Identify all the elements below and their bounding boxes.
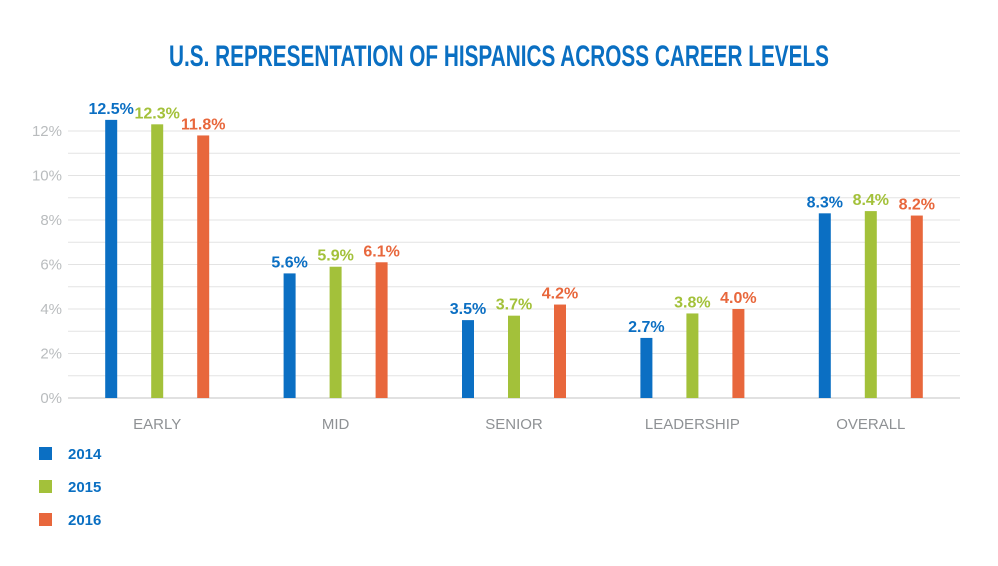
legend-swatch <box>39 513 52 526</box>
bar <box>151 124 164 398</box>
legend-label: 2016 <box>68 512 101 529</box>
data-label: 5.9% <box>317 248 353 265</box>
x-tick-label: OVERALL <box>836 416 905 433</box>
data-label: 6.1% <box>363 243 399 260</box>
bar <box>640 337 653 398</box>
bar <box>910 215 923 398</box>
data-label: 4.2% <box>542 286 578 303</box>
x-axis-ticks: EARLY MID SENIOR LEADERSHIP OVERALL <box>133 416 905 433</box>
data-label: 2.7% <box>628 319 664 336</box>
data-label: 3.8% <box>674 294 710 311</box>
bar <box>105 119 118 398</box>
chart-title: U.S. REPRESENTATION OF HISPANICS ACROSS … <box>169 40 829 73</box>
bar <box>864 211 877 398</box>
y-tick-label: 8% <box>40 212 62 229</box>
legend: 2014 2015 2016 <box>39 446 102 529</box>
y-tick-label: 10% <box>32 168 62 185</box>
bar <box>818 213 831 398</box>
bar <box>732 309 745 398</box>
x-tick-label: LEADERSHIP <box>645 416 740 433</box>
y-tick-label: 2% <box>40 346 62 363</box>
data-label: 8.3% <box>807 194 843 211</box>
data-label: 8.2% <box>899 197 935 214</box>
bar <box>554 304 566 398</box>
data-label: 12.3% <box>135 105 180 122</box>
legend-swatch <box>39 480 52 493</box>
bar <box>283 273 296 398</box>
x-tick-label: MID <box>322 416 350 433</box>
bar <box>197 135 210 398</box>
x-tick-label: SENIOR <box>485 416 543 433</box>
y-tick-label: 4% <box>40 301 62 318</box>
data-label: 5.6% <box>271 254 307 271</box>
y-tick-label: 12% <box>32 123 62 140</box>
y-tick-label: 0% <box>40 390 62 407</box>
bar <box>375 262 388 398</box>
y-tick-label: 6% <box>40 257 62 274</box>
legend-label: 2015 <box>68 479 101 496</box>
data-label: 4.0% <box>720 290 756 307</box>
bar <box>686 313 699 398</box>
data-labels: 12.5% 12.3%11.8% 5.6% 5.9% 6.1% 3.5% 3.7% 4.2% 2… <box>89 101 936 336</box>
data-label: 8.4% <box>853 192 889 209</box>
gridlines <box>68 130 960 377</box>
legend-label: 2014 <box>68 446 102 463</box>
data-label: 3.7% <box>496 297 532 314</box>
bars <box>105 119 923 398</box>
bar <box>462 320 474 398</box>
bar <box>329 266 342 398</box>
bar <box>508 315 520 398</box>
legend-swatch <box>39 447 52 460</box>
data-label: 12.5% <box>89 101 134 118</box>
data-label: 3.5% <box>450 301 486 318</box>
x-tick-label: EARLY <box>133 416 181 433</box>
y-axis-ticks: 0% 2% 4% 6% 8% 10% 12% <box>32 123 62 407</box>
data-label: 11.8% <box>181 116 225 133</box>
